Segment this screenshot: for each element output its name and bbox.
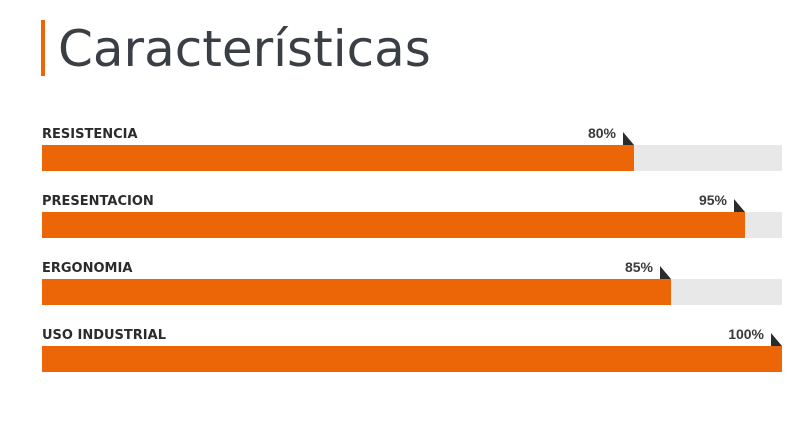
value-label: 85% — [625, 259, 654, 275]
value-label: 80% — [588, 125, 617, 141]
value-marker — [660, 266, 671, 279]
bar — [42, 279, 671, 305]
title-accent — [41, 20, 45, 76]
value-label: 100% — [728, 326, 764, 342]
skill-label: RESISTENCIA — [42, 127, 138, 142]
bar — [42, 145, 634, 171]
bar — [42, 212, 745, 238]
title: Características — [58, 20, 431, 78]
value-marker — [734, 199, 745, 212]
value-marker — [771, 333, 782, 346]
skill-label: USO INDUSTRIAL — [42, 328, 166, 343]
skill-label: PRESENTACION — [42, 194, 154, 209]
bar — [42, 346, 782, 372]
skill-label: ERGONOMIA — [42, 261, 132, 276]
value-label: 95% — [699, 192, 728, 208]
value-marker — [623, 132, 634, 145]
